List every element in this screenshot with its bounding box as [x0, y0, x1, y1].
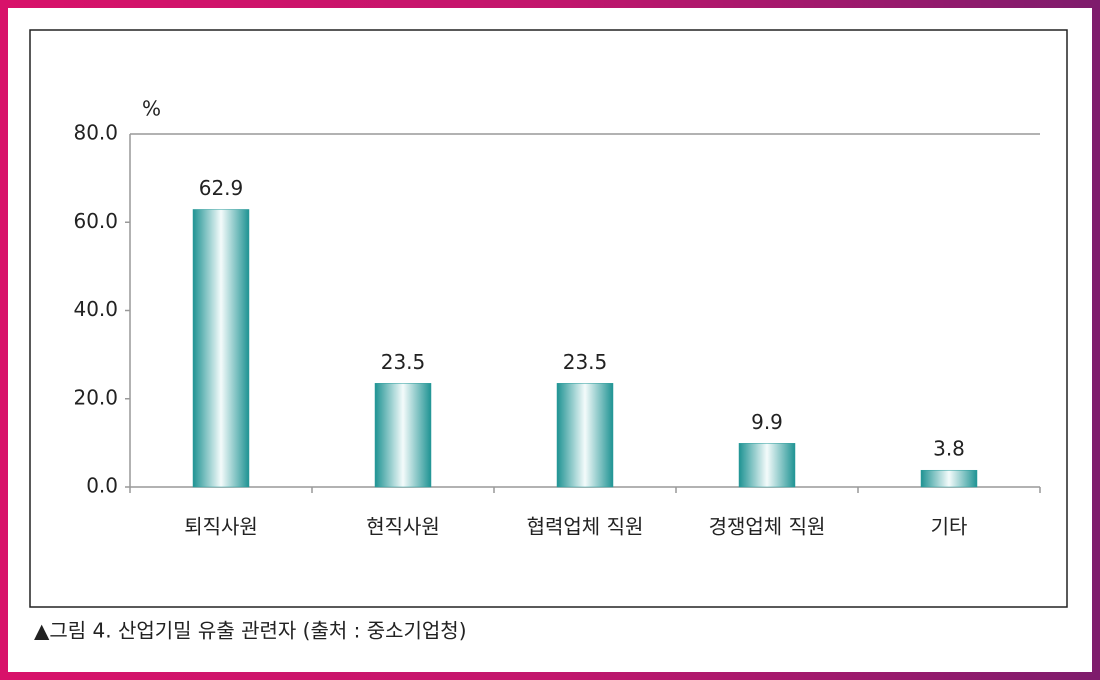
panel — [8, 8, 1092, 672]
bar — [920, 469, 978, 488]
value-label: 23.5 — [381, 350, 426, 374]
x-tick-label: 현직사원 — [366, 515, 440, 539]
value-label: 62.9 — [199, 176, 244, 200]
caption: ▲그림 4. 산업기밀 유출 관련자 (출처 : 중소기업청) — [34, 619, 467, 643]
value-label: 3.8 — [933, 437, 965, 461]
bar — [738, 443, 796, 488]
x-tick-label: 기타 — [931, 515, 968, 539]
x-tick-label: 경쟁업체 직원 — [709, 515, 826, 539]
x-tick-label: 협력업체 직원 — [527, 515, 644, 539]
y-tick-label: 0.0 — [86, 474, 118, 498]
chart-border — [29, 29, 1068, 608]
bar — [192, 209, 250, 488]
y-tick-label: 60.0 — [73, 209, 118, 233]
y-tick-label: 20.0 — [73, 385, 118, 409]
y-tick-label: 40.0 — [73, 297, 118, 321]
y-unit: % — [142, 97, 161, 121]
value-label: 9.9 — [751, 410, 783, 434]
bar — [374, 383, 432, 488]
value-label: 23.5 — [563, 350, 608, 374]
x-tick-label: 퇴직사원 — [184, 515, 258, 539]
bar — [556, 383, 614, 488]
y-tick-label: 80.0 — [73, 121, 118, 145]
